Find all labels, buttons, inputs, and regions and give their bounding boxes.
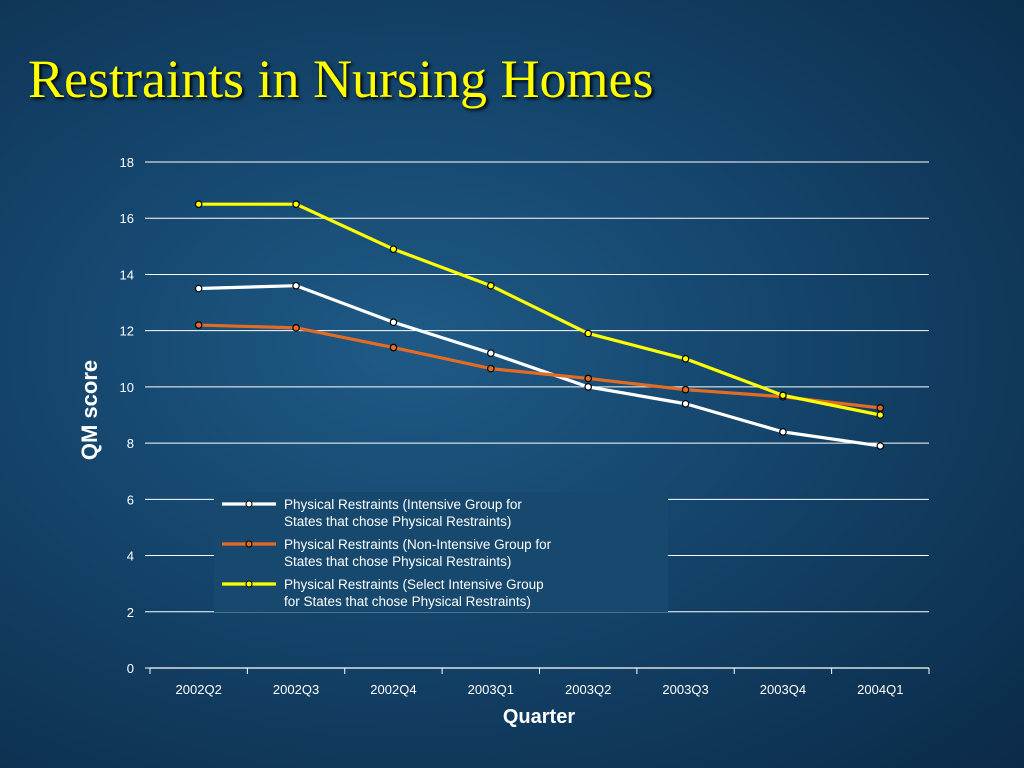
x-tick-label: 2002Q4 xyxy=(370,682,416,697)
data-point xyxy=(389,318,398,327)
x-tick-label: 2002Q2 xyxy=(176,682,222,697)
data-point xyxy=(292,281,300,290)
y-tick-label: 4 xyxy=(127,549,134,564)
data-point xyxy=(779,391,787,400)
x-tick-label: 2004Q1 xyxy=(857,682,903,697)
x-tick-label: 2003Q1 xyxy=(468,682,514,697)
data-point xyxy=(876,404,885,412)
series-line-1 xyxy=(198,284,881,448)
legend-label: Physical Restraints (Non-Intensive Group… xyxy=(284,537,552,552)
data-point xyxy=(194,284,203,293)
data-point xyxy=(584,329,592,338)
data-point xyxy=(876,411,885,419)
data-point xyxy=(681,385,690,394)
legend: Physical Restraints (Intensive Group for… xyxy=(214,492,668,612)
data-point xyxy=(487,349,495,357)
data-point xyxy=(876,442,885,450)
series-line-3 xyxy=(198,202,881,417)
axes: 0 2 4 6 8 10 12 14 16 18 2002Q2 2002Q3 2002Q4 2003Q1 2… xyxy=(120,155,930,697)
y-tick-label: 10 xyxy=(120,380,134,395)
series-line-2 xyxy=(198,323,881,410)
y-tick-label: 18 xyxy=(120,155,134,170)
data-point xyxy=(292,324,300,332)
legend-label: States that chose Physical Restraints) xyxy=(284,554,511,569)
x-tick-label: 2003Q2 xyxy=(565,682,611,697)
data-point xyxy=(584,383,592,391)
series-lines xyxy=(194,200,885,450)
x-tick-label: 2003Q3 xyxy=(662,682,708,697)
data-point xyxy=(584,374,592,383)
y-tick-label: 8 xyxy=(127,436,134,451)
data-point xyxy=(681,354,690,363)
x-tick-label: 2003Q4 xyxy=(760,682,806,697)
data-point xyxy=(194,321,203,329)
slide-title: Restraints in Nursing Homes xyxy=(28,49,654,109)
legend-label: States that chose Physical Restraints) xyxy=(284,514,511,529)
data-point xyxy=(389,245,398,253)
y-tick-label: 0 xyxy=(127,661,134,676)
data-point xyxy=(681,399,690,408)
y-tick-label: 14 xyxy=(120,267,134,282)
legend-label: for States that chose Physical Restraint… xyxy=(284,594,531,609)
data-point xyxy=(487,364,495,373)
legend-label: Physical Restraints (Intensive Group for xyxy=(284,497,522,512)
legend-label: Physical Restraints (Select Intensive Gr… xyxy=(284,577,544,592)
y-tick-label: 16 xyxy=(120,211,134,226)
x-tick-label: 2002Q3 xyxy=(273,682,319,697)
y-tick-label: 2 xyxy=(127,605,134,620)
data-point xyxy=(292,200,300,208)
data-point xyxy=(779,428,787,436)
y-tick-label: 6 xyxy=(127,492,134,507)
legend-marker xyxy=(245,580,253,588)
y-tick-label: 12 xyxy=(120,324,134,339)
x-axis-label: Quarter xyxy=(503,706,575,728)
legend-box xyxy=(214,492,668,612)
y-axis-label: QM score xyxy=(77,360,102,460)
data-point xyxy=(487,281,495,290)
data-point xyxy=(389,343,398,352)
data-point xyxy=(194,200,203,208)
legend-marker xyxy=(245,540,253,548)
legend-marker xyxy=(245,500,253,508)
